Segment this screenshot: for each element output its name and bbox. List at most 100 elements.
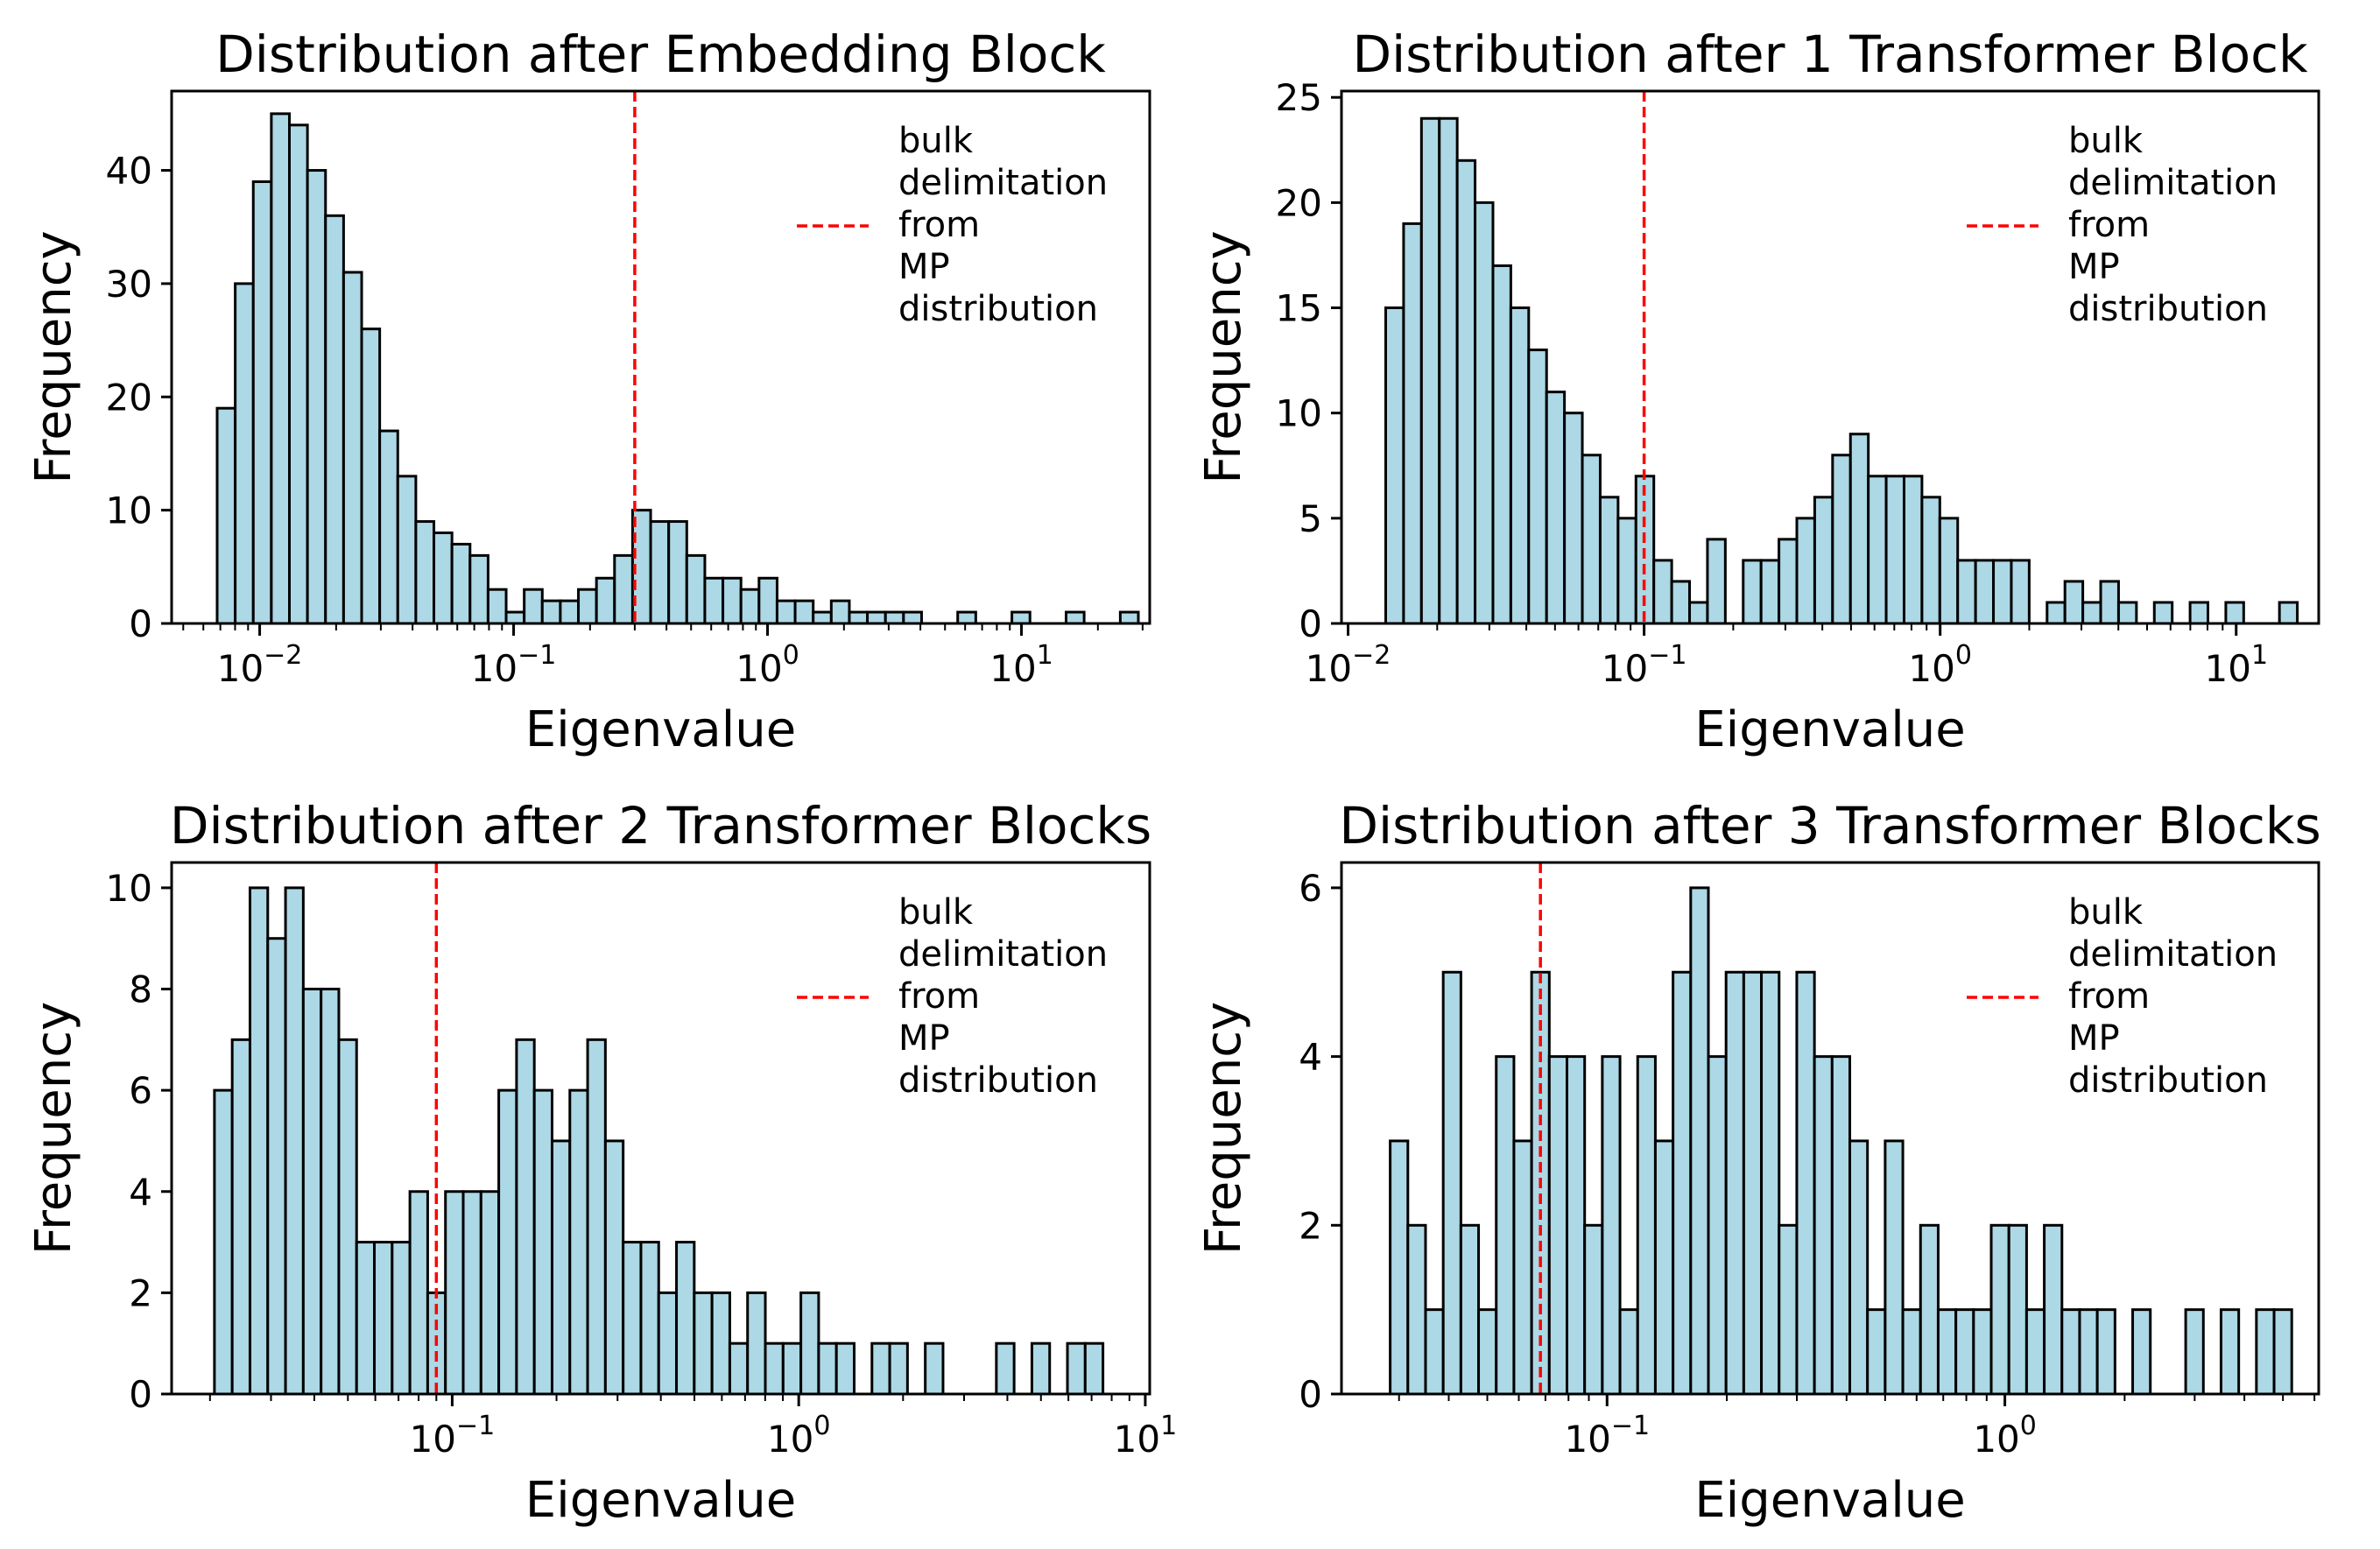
legend-label-line: distribution <box>898 1060 1098 1101</box>
histogram-bar <box>1083 1341 1105 1396</box>
legend-label-line: distribution <box>898 289 1098 329</box>
histogram-bar <box>1066 1341 1087 1396</box>
histogram-bar <box>1956 559 1977 625</box>
x-axis-label: Eigenvalue <box>1694 1472 1965 1529</box>
histogram-bar <box>1477 1308 1498 1396</box>
histogram-bar <box>1813 1055 1834 1396</box>
y-tick-label: 0 <box>129 1373 152 1416</box>
legend-label-line: delimitation <box>898 934 1108 975</box>
axes-frame <box>170 89 1151 625</box>
histogram-bar <box>306 169 327 625</box>
histogram-bar <box>710 1291 731 1396</box>
histogram-bar <box>2099 580 2120 625</box>
y-tick-label: 0 <box>1299 1373 1322 1416</box>
legend-label-line: distribution <box>2068 1060 2268 1101</box>
subplot-3: 0 2 4 6 8 10 10−1 100 101 Distribution after 2 Tr… <box>25 796 1177 1529</box>
legend-label-line: from <box>2068 205 2150 245</box>
histogram-bar <box>360 327 382 625</box>
histogram-bar <box>1512 1139 1533 1396</box>
y-tick-label: 2 <box>129 1271 152 1314</box>
histogram-bar <box>1742 559 1763 625</box>
chart-title: Distribution after Embedding Block <box>215 25 1106 84</box>
y-tick-label: 5 <box>1299 497 1322 540</box>
chart-title: Distribution after 1 Transformer Block <box>1352 25 2308 84</box>
histogram-bar <box>775 599 797 625</box>
axes-frame <box>1340 89 2320 625</box>
histogram-bar <box>523 588 544 625</box>
histogram-bar <box>568 1088 589 1396</box>
histogram-bar <box>1459 1223 1481 1396</box>
y-tick-label: 10 <box>1276 392 1322 435</box>
y-tick-label: 2 <box>1299 1204 1322 1247</box>
histogram-bar <box>613 553 634 625</box>
histogram-bar <box>1402 222 1423 625</box>
legend-label-line: bulk <box>898 121 974 161</box>
histogram-bar <box>888 1341 909 1396</box>
histogram-bar <box>1636 1055 1657 1396</box>
histogram-bar <box>2278 601 2299 625</box>
histogram-bar <box>586 1038 607 1396</box>
x-tick-label: 100 <box>1908 640 1972 690</box>
histogram-bar <box>870 1341 891 1396</box>
histogram-bar <box>532 1088 553 1396</box>
histogram-bar <box>1954 1308 1975 1396</box>
histogram-bar <box>657 1291 679 1396</box>
histogram-bar <box>1688 601 1709 625</box>
histogram-bar <box>817 1341 838 1396</box>
histogram-bar <box>685 553 707 625</box>
histogram-bar <box>1424 1308 1445 1396</box>
histogram-bar <box>1653 1139 1675 1396</box>
histogram-bar <box>2078 1308 2099 1396</box>
histogram-bar <box>391 1241 412 1396</box>
x-tick-label: 10−1 <box>471 640 557 690</box>
histogram-bar <box>1406 1223 1427 1396</box>
histogram-bar <box>408 1190 429 1396</box>
histogram-bar <box>1848 1139 1869 1396</box>
histogram-bar <box>355 1241 377 1396</box>
histogram-bar <box>230 1038 251 1396</box>
histogram-bar <box>649 520 671 625</box>
chart-title: Distribution after 2 Transformer Blocks <box>170 796 1151 855</box>
histogram-bar <box>639 1241 660 1396</box>
x-axis-label: Eigenvalue <box>525 1472 796 1529</box>
histogram-bar <box>2060 1308 2081 1396</box>
histogram-bar <box>1724 970 1745 1396</box>
histogram-bar <box>337 1038 358 1396</box>
y-tick-label: 6 <box>1299 867 1322 910</box>
x-tick-label: 10−1 <box>410 1411 496 1461</box>
histogram-bar <box>829 599 851 625</box>
histogram-bar <box>1707 1055 1728 1396</box>
histogram-bar <box>603 1139 625 1396</box>
histogram-bar <box>2046 601 2067 625</box>
y-tick-label: 6 <box>129 1069 152 1112</box>
histogram-bar <box>396 475 418 625</box>
y-tick-label: 0 <box>129 602 152 645</box>
histogram-bar <box>414 520 436 625</box>
x-tick-label: 101 <box>2204 640 2268 690</box>
histogram-bar <box>1760 970 1781 1396</box>
histogram-bar <box>450 542 472 625</box>
histogram-bar <box>1618 1308 1639 1396</box>
histogram-bar <box>1795 970 1816 1396</box>
histogram-bar <box>378 429 399 625</box>
histogram-bar <box>622 1241 643 1396</box>
subplot-2: 0 5 10 15 20 25 10−2 10−1 100 101 Distribution aft… <box>1195 25 2320 758</box>
histogram-bar <box>675 1241 696 1396</box>
legend-label-line: from <box>2068 976 2150 1017</box>
histogram-bar <box>2131 1308 2152 1396</box>
y-tick-label: 30 <box>106 263 152 306</box>
y-tick-label: 4 <box>1299 1036 1322 1079</box>
histogram-bar <box>324 214 345 625</box>
y-tick-label: 20 <box>106 376 152 419</box>
histogram-bars <box>1389 886 2293 1396</box>
histogram-bar <box>2255 1308 2276 1396</box>
histogram-bar <box>703 576 725 625</box>
histogram-bar <box>2007 1223 2028 1396</box>
y-axis-label: Frequency <box>25 230 82 483</box>
histogram-bar <box>728 1341 750 1396</box>
histogram-bar <box>924 1341 945 1396</box>
histogram-bar <box>234 282 255 625</box>
